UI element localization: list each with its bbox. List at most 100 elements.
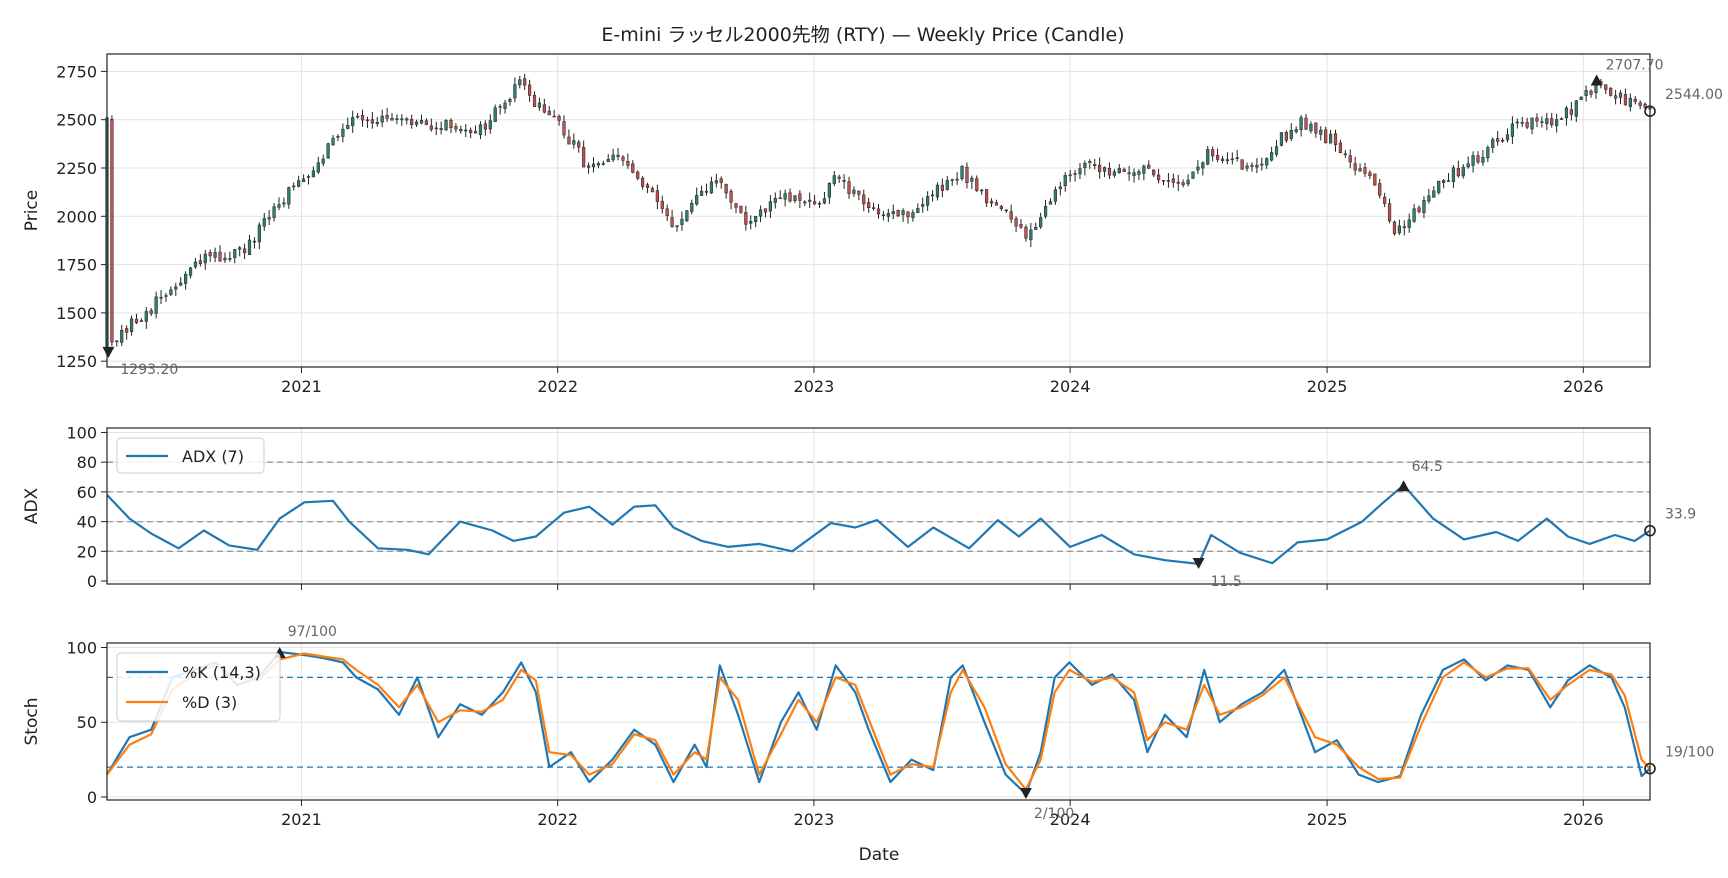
candle-body [547,110,551,116]
candle-body [110,118,114,343]
candle-body [439,128,443,131]
candle-body [1014,218,1018,227]
candle-body [1520,122,1524,124]
candle-body [125,328,129,333]
candle-body [473,130,478,134]
plot-frame [106,642,1651,801]
candle-body [1584,90,1588,96]
candle-body [567,136,571,145]
candle-body [115,340,119,343]
candle-body [690,202,694,212]
candle-body [989,200,994,204]
min-marker [1192,557,1205,569]
candle-body [508,99,512,102]
candle-body [1353,163,1357,171]
candle-body [641,177,645,187]
candle-body [154,296,158,314]
candle-body [1137,171,1141,175]
candle-body [562,121,566,136]
candle-body [223,257,227,261]
candle-body [1176,181,1180,184]
x-tick-label: 2026 [1563,810,1604,829]
candle-body [179,282,183,286]
y-tick-label: 1500 [56,304,97,323]
last-marker [1644,105,1656,117]
candle-body [1574,100,1578,117]
candle-body [847,181,851,194]
candle-body [985,189,989,204]
candle-body [886,213,890,217]
candle-body [1476,155,1480,163]
candle-body [380,115,384,123]
candle-body [1009,211,1013,220]
candle-body [1250,165,1254,167]
candle-body [1024,226,1028,239]
candle-body [1102,167,1107,172]
candle-body [493,107,497,122]
candle-body [488,120,492,130]
candle-body [301,178,306,183]
candle-body [596,163,601,166]
x-tick-label: 2023 [794,377,835,396]
candle-body [955,178,959,181]
candle-body [336,135,340,138]
last-marker [1644,762,1656,775]
candle-body [498,106,502,108]
candle-body [1451,167,1456,182]
candle-body [1068,174,1072,177]
candle-body [1029,229,1033,241]
candle-body [370,119,374,124]
candle-body [1628,97,1632,107]
stoch-annotation: 97/100 [288,624,337,640]
x-axis-label: Date [859,845,900,865]
candle-body [1412,208,1416,222]
candle-body [930,194,935,197]
candle-body [842,179,846,182]
candle-body [1004,209,1008,212]
candle-body [1152,169,1156,176]
candle-body [483,123,487,130]
candle-body [1088,161,1092,163]
candle-body [1260,163,1264,166]
candle-body [921,204,925,207]
candle-body [1255,164,1259,168]
adx-legend: ADX (7) [116,437,265,474]
candle-body [852,189,856,194]
min-marker [102,346,115,358]
y-tick-label: 100 [66,423,97,442]
candle-body [1319,129,1323,135]
candle-body [783,193,787,200]
legend-box [116,652,281,722]
price-panel: 1250 1500 1750 2000 2250 2500 2750 2021 2022 2023… [22,53,1723,396]
candle-body [1559,118,1564,120]
candle-body [1383,196,1387,204]
candle-body [1215,155,1220,160]
candle-body [513,84,517,99]
candle-body [1378,183,1382,196]
candle-body [193,261,198,268]
candle-body [478,124,483,135]
candle-body [1122,169,1126,172]
candle-body [1486,147,1490,159]
candle-body [906,211,910,218]
candle-body [862,194,866,205]
candle-body [975,178,979,191]
candle-body [808,199,812,202]
candle-body [306,176,311,178]
candle-body [1132,172,1136,176]
candle-body [1048,201,1053,205]
candle-body [385,114,389,119]
candle-body [665,208,669,217]
candle-body [896,210,900,217]
candle-body [822,198,827,204]
candle-body [120,329,124,343]
candle-body [871,207,876,209]
candle-body [1019,224,1023,228]
candle-body [282,202,286,205]
stoch-annotation: 2/100 [1034,806,1074,822]
candle-body [1083,162,1087,169]
candle-body [1471,155,1475,166]
plot-frame [106,53,1651,368]
candle-body [523,78,527,86]
legend-label: %K (14,3) [182,663,261,682]
